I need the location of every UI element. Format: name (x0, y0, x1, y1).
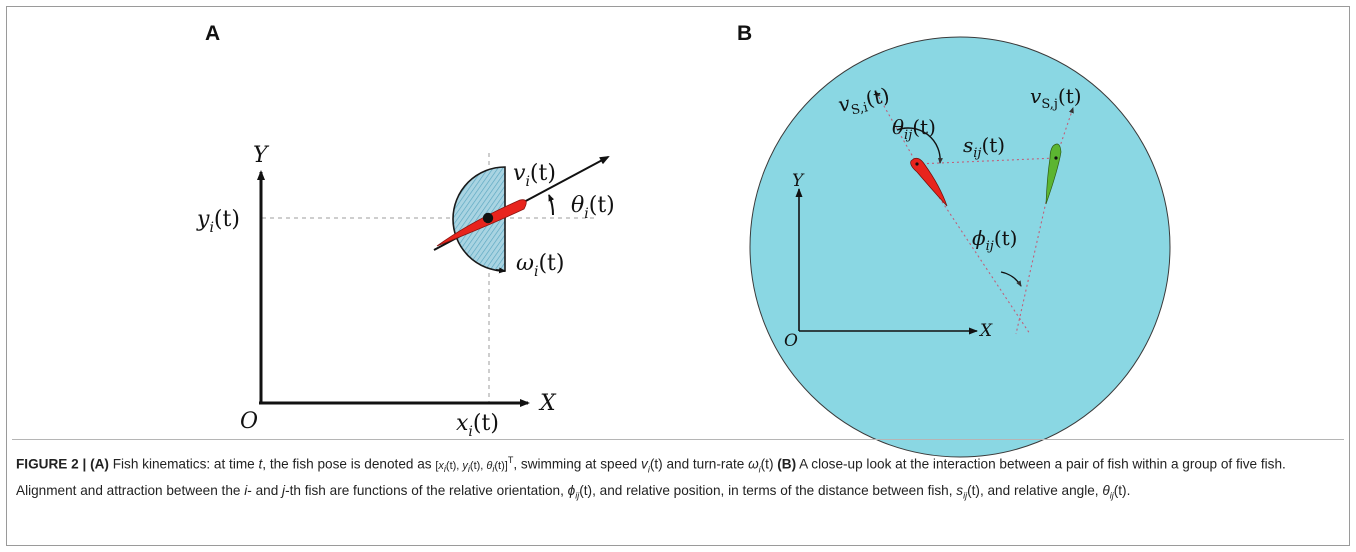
caption-b-tag: (B) (777, 456, 797, 472)
caption-text: A close-up look at the interaction betwe… (16, 456, 1286, 499)
caption-math: s (956, 483, 964, 499)
caption-text: and turn-rate (662, 456, 749, 472)
turn-region (452, 166, 506, 272)
caption-text: , swimming at speed (513, 456, 642, 472)
turn-rate-arrow (495, 267, 506, 274)
fish-i-center (915, 162, 919, 166)
tank (749, 36, 1171, 458)
caption-pose-vector: [xi(t), yi(t), θi(t)] (435, 459, 508, 474)
caption-text: Fish kinematics: at time (108, 456, 259, 472)
caption-figure-label: FIGURE 2 | (16, 456, 91, 472)
caption-text: -th fish are functions of the relative o… (285, 483, 568, 499)
theta-arc (896, 127, 943, 164)
caption-transpose: T (507, 455, 514, 465)
caption-math: θ (1102, 483, 1110, 499)
label-y-coord: yi(t) (196, 207, 240, 236)
label-v-j: vS,j(t) (1030, 84, 1082, 112)
caption-math: j (282, 483, 286, 499)
fish-i (910, 157, 948, 207)
distance-line (916, 157, 1057, 165)
extension-line-i (916, 163, 1031, 335)
b-label-origin: O (784, 331, 798, 351)
label-origin: O (240, 409, 258, 434)
label-theta-ij: θij(t) (892, 115, 936, 143)
panel-a-label: A (205, 22, 221, 45)
panel-b-label: B (737, 22, 753, 45)
panel-a-diagram: Y X O yi(t) xi(t) vi(t) θi(t) ωi(t) (196, 143, 615, 440)
label-y-axis: Y (253, 143, 270, 168)
caption-text: - and (247, 483, 283, 499)
caption-text: , and relative angle, (979, 483, 1103, 499)
label-heading: θi(t) (571, 193, 615, 222)
label-speed: vi(t) (513, 161, 556, 190)
caption-text: . (1126, 483, 1131, 499)
label-phi-ij: ϕij(t) (972, 226, 1018, 254)
fish-j (1045, 143, 1062, 205)
b-label-x-axis: X (978, 321, 993, 341)
caption-a-tag: (A) (90, 456, 109, 472)
caption-math: i (244, 483, 248, 499)
label-x-coord: xi(t) (456, 411, 499, 440)
caption-math: ϕ (567, 483, 576, 499)
caption-text: , and relative position, in terms of the… (592, 483, 957, 499)
label-s-ij: sij(t) (963, 133, 1005, 161)
caption-math: t (258, 456, 263, 472)
heading-arc (548, 194, 555, 216)
panel-b-diagram: Y X O vS,i(t) vS,j(t) θij(t) sij(t) ϕij(… (749, 36, 1171, 458)
caption-math: ω (748, 456, 759, 472)
caption-text: , the fish pose is denoted as (262, 456, 436, 472)
fish-center (482, 212, 494, 224)
fish-j-center (1054, 156, 1058, 160)
label-turn-rate: ωi(t) (516, 251, 564, 280)
b-label-y-axis: Y (792, 171, 805, 191)
velocity-i-line (875, 91, 918, 165)
figure-caption: FIGURE 2 | (A) Fish kinematics: at time … (16, 455, 1286, 501)
label-v-i: vS,i(t) (836, 83, 892, 121)
phi-arc (1000, 271, 1022, 287)
caption-divider (12, 439, 1344, 440)
caption-math: v (641, 456, 648, 472)
label-x-axis: X (538, 391, 557, 416)
velocity-j-line (1055, 107, 1074, 159)
fish-body (436, 199, 527, 247)
